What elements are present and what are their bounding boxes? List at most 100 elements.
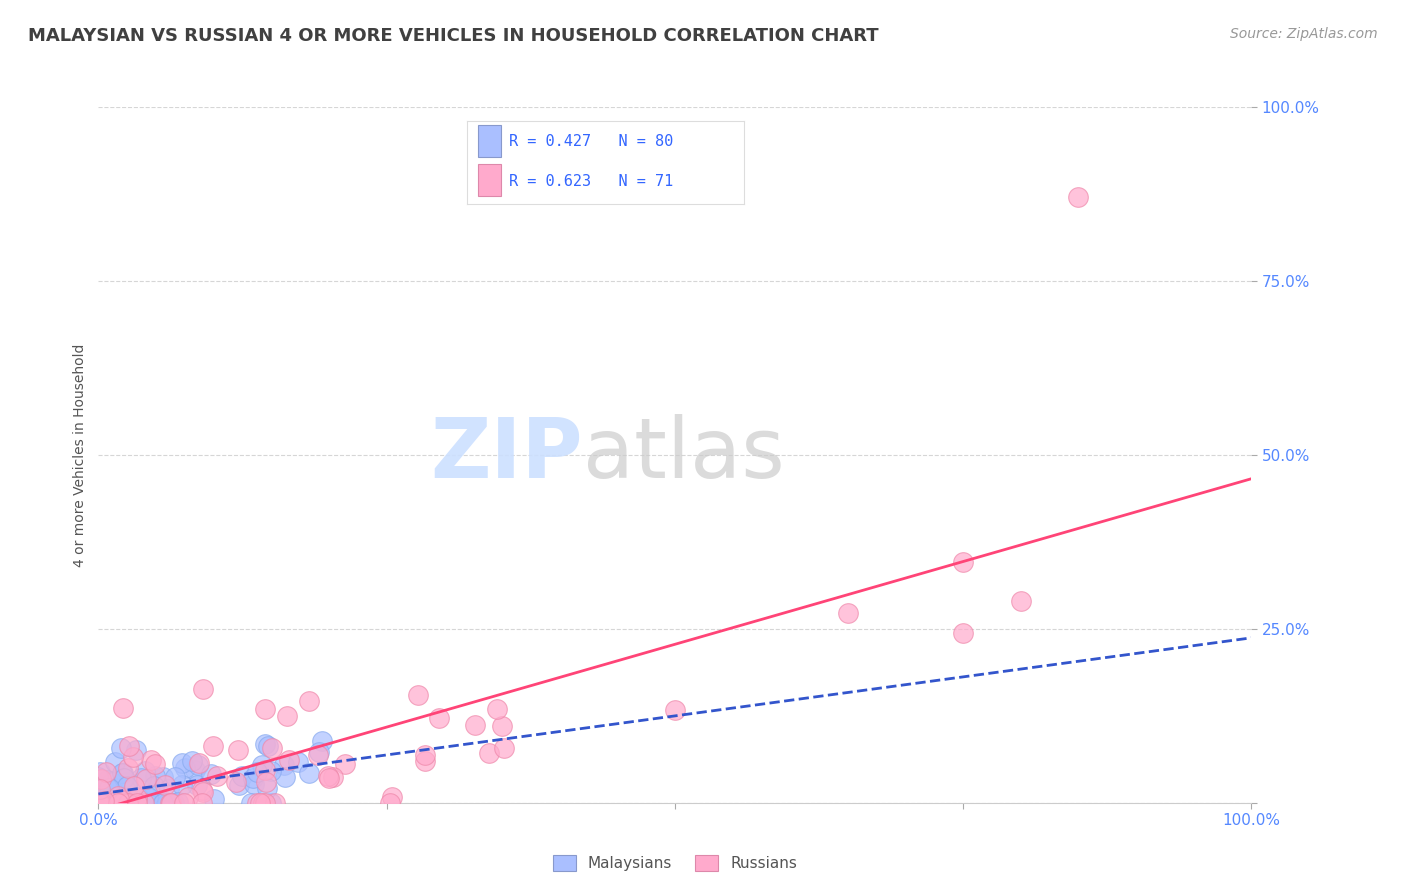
Point [173, 760, 195, 774]
Point [134, 764, 156, 779]
Point [260, 764, 283, 779]
Point [124, 743, 146, 757]
Point [278, 753, 301, 767]
Point [139, 753, 162, 767]
Point [152, 770, 174, 784]
Point [107, 789, 129, 803]
Point [464, 717, 486, 731]
Point [170, 778, 193, 792]
Point [242, 771, 264, 785]
Point [101, 775, 124, 789]
Point [205, 769, 228, 783]
Point [228, 779, 250, 793]
Point [191, 681, 214, 696]
Point [180, 754, 202, 768]
Point [486, 701, 509, 715]
Point [152, 796, 174, 810]
Point [97, 781, 120, 796]
Point [163, 770, 186, 784]
Point [298, 766, 321, 780]
Point [96, 796, 118, 810]
Point [274, 770, 297, 784]
Point [134, 789, 156, 803]
Point [239, 796, 262, 810]
Point [143, 769, 166, 783]
Point [118, 739, 141, 754]
Point [170, 756, 193, 770]
Point [415, 747, 437, 762]
Point [93, 796, 115, 810]
Point [105, 796, 128, 810]
Point [93, 794, 115, 808]
Point [427, 710, 450, 724]
Point [664, 703, 686, 717]
Point [202, 792, 225, 806]
Point [491, 719, 513, 733]
Point [112, 771, 135, 785]
Point [127, 790, 149, 805]
Text: MALAYSIAN VS RUSSIAN 4 OR MORE VEHICLES IN HOUSEHOLD CORRELATION CHART: MALAYSIAN VS RUSSIAN 4 OR MORE VEHICLES … [28, 27, 879, 45]
Point [120, 796, 142, 810]
Point [225, 775, 247, 789]
Point [94, 796, 117, 810]
Point [87, 796, 110, 810]
Point [87, 770, 110, 784]
Point [127, 796, 149, 810]
Point [256, 780, 278, 795]
Point [273, 757, 295, 772]
Point [952, 555, 974, 569]
Point [246, 764, 269, 779]
Point [413, 755, 436, 769]
Point [253, 796, 276, 810]
Point [322, 771, 344, 785]
Point [333, 756, 356, 771]
Point [249, 796, 271, 810]
Point [104, 756, 127, 770]
Point [89, 796, 111, 810]
Point [173, 796, 195, 810]
Text: atlas: atlas [582, 415, 785, 495]
Point [307, 747, 329, 762]
Point [122, 750, 145, 764]
Point [191, 796, 214, 810]
Point [101, 796, 124, 810]
Point [186, 778, 208, 792]
Point [381, 790, 404, 805]
Point [263, 796, 285, 810]
Point [152, 796, 174, 810]
Point [122, 779, 145, 793]
Point [115, 779, 138, 793]
Point [142, 779, 165, 793]
Point [378, 796, 401, 810]
Point [243, 777, 266, 791]
Point [87, 796, 110, 810]
Text: ZIP: ZIP [430, 415, 582, 495]
Point [163, 796, 186, 810]
Point [93, 796, 115, 810]
Point [101, 793, 124, 807]
Point [262, 741, 284, 756]
Y-axis label: 4 or more Vehicles in Household: 4 or more Vehicles in Household [73, 343, 87, 566]
Point [952, 625, 974, 640]
Text: Source: ZipAtlas.com: Source: ZipAtlas.com [1230, 27, 1378, 41]
Point [191, 785, 214, 799]
Point [177, 790, 200, 805]
Point [200, 766, 222, 780]
Point [188, 756, 211, 771]
Point [1010, 593, 1032, 607]
Point [117, 774, 139, 789]
Point [146, 789, 169, 803]
Point [111, 792, 134, 806]
Point [112, 701, 135, 715]
Point [91, 796, 114, 810]
Point [160, 796, 183, 810]
Point [111, 766, 134, 780]
Point [478, 746, 501, 760]
Point [107, 792, 129, 806]
Point [112, 796, 135, 810]
Point [167, 796, 190, 810]
Point [316, 768, 339, 782]
Point [246, 796, 269, 810]
Point [117, 761, 139, 775]
Point [134, 796, 156, 810]
